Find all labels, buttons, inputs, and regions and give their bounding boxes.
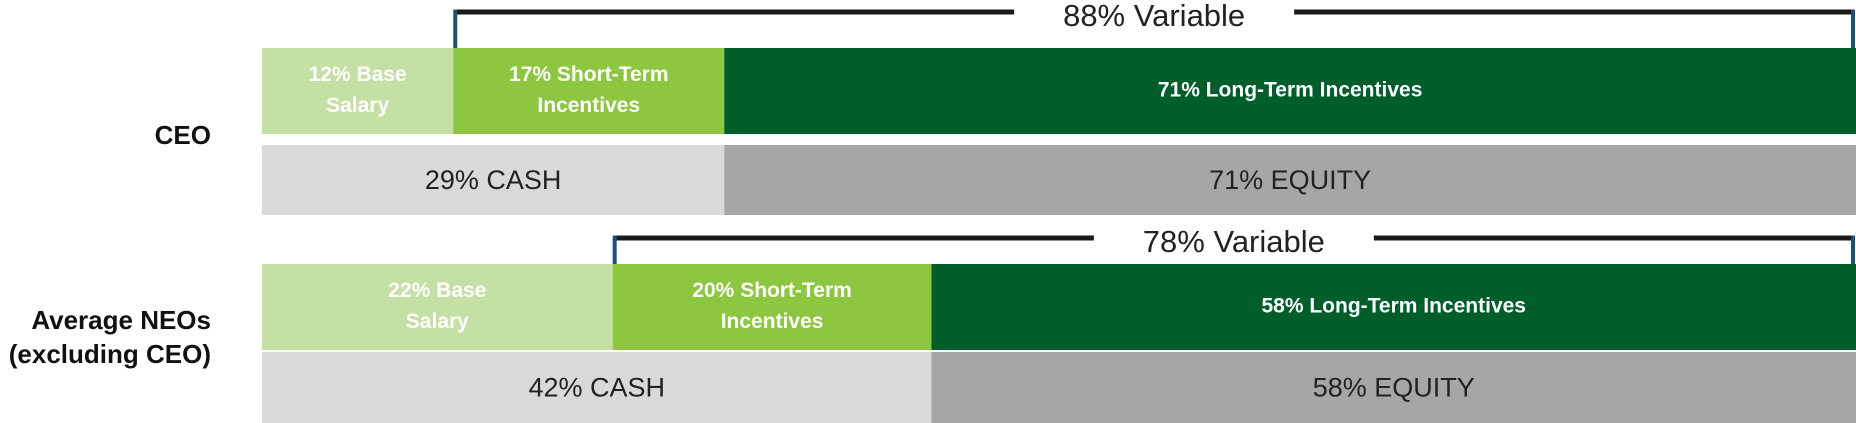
data-label-ceo-1-1: Incentives (537, 94, 640, 117)
row-label-line: CEO (154, 120, 211, 150)
data-label-neo-0-0: 22% Base (388, 279, 486, 302)
form-label-ceo-0: 29% CASH (425, 165, 562, 195)
data-label-neo-1-1: Incentives (721, 310, 824, 333)
form-label-neo-0: 42% CASH (528, 373, 665, 403)
data-label-ceo-0-0: 12% Base (309, 63, 407, 86)
row-label-line: Average NEOs (31, 305, 211, 335)
bar-segment-neo-1 (612, 264, 932, 350)
data-label-neo-0-1: Salary (406, 310, 469, 333)
data-label-ceo-0-1: Salary (326, 94, 389, 117)
variable-label-neo: 78% Variable (1143, 224, 1325, 259)
data-label-ceo-1-0: 17% Short-Term (509, 63, 668, 86)
variable-label-ceo: 88% Variable (1063, 0, 1245, 33)
form-label-neo-1: 58% EQUITY (1313, 373, 1475, 403)
row-label-ceo: CEO (155, 118, 211, 152)
form-label-ceo-1: 71% EQUITY (1209, 165, 1371, 195)
data-label-ceo-2-0: 71% Long-Term Incentives (1158, 79, 1423, 102)
bar-segment-neo-0 (262, 264, 613, 350)
row-label-average-neos: Average NEOs (excluding CEO) (9, 303, 211, 371)
form-segment-ceo-0 (262, 145, 725, 215)
bar-segment-ceo-0 (262, 48, 454, 134)
bar-segment-ceo-2 (724, 48, 1856, 134)
form-segment-neo-1 (931, 352, 1856, 423)
bar-segment-ceo-1 (453, 48, 725, 134)
data-label-neo-2-0: 58% Long-Term Incentives (1261, 295, 1526, 318)
bar-segment-neo-2 (931, 264, 1856, 350)
form-segment-neo-0 (262, 352, 932, 423)
row-label-line: (excluding CEO) (8, 339, 211, 369)
form-segment-ceo-1 (724, 145, 1856, 215)
data-label-neo-1-0: 20% Short-Term (692, 279, 851, 302)
